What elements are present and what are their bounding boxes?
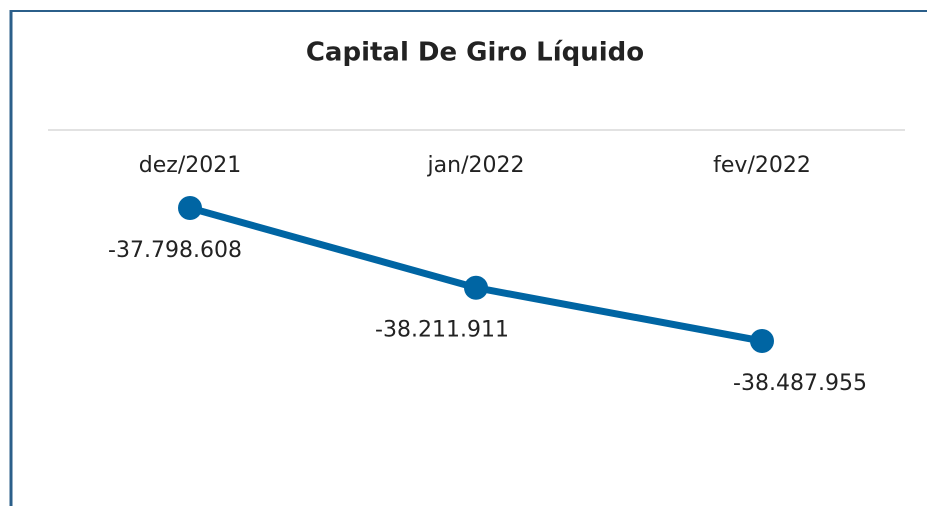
data-point — [178, 196, 202, 220]
category-label: jan/2022 — [427, 153, 525, 178]
chart-title: Capital De Giro Líquido — [306, 38, 644, 68]
category-label: fev/2022 — [713, 153, 811, 178]
data-label: -38.487.955 — [733, 371, 867, 396]
data-point — [750, 329, 774, 353]
category-label: dez/2021 — [139, 153, 241, 178]
data-label: -37.798.608 — [108, 238, 242, 263]
data-label: -38.211.911 — [375, 318, 509, 343]
data-point — [464, 275, 488, 300]
